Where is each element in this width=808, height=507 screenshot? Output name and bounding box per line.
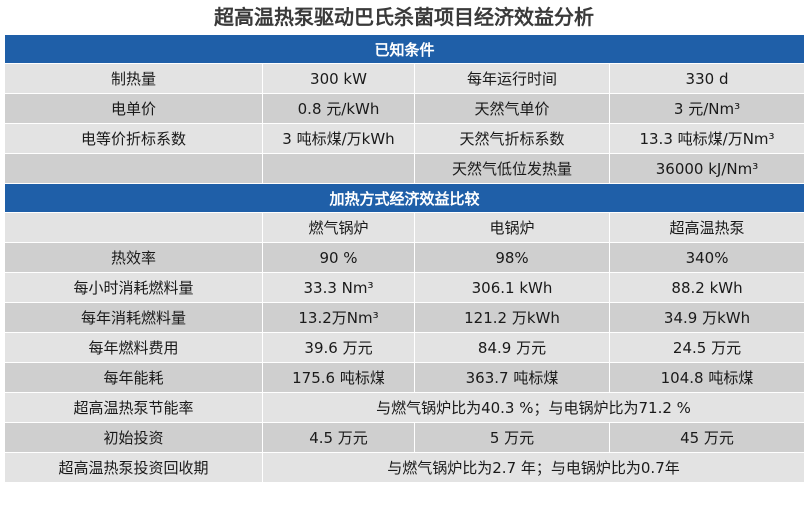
analysis-table-container: 已知条件 制热量 300 kW 每年运行时间 330 d 电单价 0.8 元/k… (3, 34, 806, 483)
cell: 4.5 万元 (262, 422, 415, 453)
cell: 39.6 万元 (262, 332, 415, 363)
cell: 3 元/Nm³ (608, 93, 806, 124)
cell: 104.8 吨标煤 (608, 362, 806, 393)
cell: 超高温热泵节能率 (4, 392, 263, 423)
cell: 13.3 吨标煤/万Nm³ (608, 123, 806, 154)
cell: 84.9 万元 (414, 332, 610, 363)
table-row: 超高温热泵投资回收期 与燃气锅炉比为2.7 年；与电锅炉比为0.7年 (4, 452, 806, 483)
table-row: 初始投资 4.5 万元 5 万元 45 万元 (4, 422, 806, 453)
table-row: 天然气低位发热量 36000 kJ/Nm³ (4, 153, 806, 184)
cell: 300 kW (262, 63, 415, 94)
cell: 天然气折标系数 (414, 123, 610, 154)
cell: 33.3 Nm³ (262, 272, 415, 303)
cell: 3 吨标煤/万kWh (262, 123, 415, 154)
cell: 天然气低位发热量 (414, 153, 610, 184)
cell: 340% (608, 242, 806, 273)
table-row: 每年燃料费用 39.6 万元 84.9 万元 24.5 万元 (4, 332, 806, 363)
cell: 天然气单价 (414, 93, 610, 124)
cell (262, 153, 415, 184)
cell: 5 万元 (414, 422, 610, 453)
page-title: 超高温热泵驱动巴氏杀菌项目经济效益分析 (214, 5, 594, 29)
cell: 每年运行时间 (414, 63, 610, 94)
economic-analysis-table: 已知条件 制热量 300 kW 每年运行时间 330 d 电单价 0.8 元/k… (3, 34, 806, 483)
cell: 每年燃料费用 (4, 332, 263, 363)
cell: 0.8 元/kWh (262, 93, 415, 124)
column-header: 电锅炉 (414, 212, 610, 243)
cell: 超高温热泵投资回收期 (4, 452, 263, 483)
column-header (4, 212, 263, 243)
cell: 90 % (262, 242, 415, 273)
cell: 45 万元 (608, 422, 806, 453)
cell: 363.7 吨标煤 (414, 362, 610, 393)
cell: 306.1 kWh (414, 272, 610, 303)
cell: 36000 kJ/Nm³ (608, 153, 806, 184)
column-header: 超高温热泵 (608, 212, 806, 243)
table-row: 每小时消耗燃料量 33.3 Nm³ 306.1 kWh 88.2 kWh (4, 272, 806, 303)
table-row: 热效率 90 % 98% 340% (4, 242, 806, 273)
table-row: 每年消耗燃料量 13.2万Nm³ 121.2 万kWh 34.9 万kWh (4, 302, 806, 333)
table-row: 电等价折标系数 3 吨标煤/万kWh 天然气折标系数 13.3 吨标煤/万Nm³ (4, 123, 806, 154)
cell: 每年能耗 (4, 362, 263, 393)
cell: 制热量 (4, 63, 263, 94)
cell: 121.2 万kWh (414, 302, 610, 333)
table-row: 电单价 0.8 元/kWh 天然气单价 3 元/Nm³ (4, 93, 806, 124)
table-row: 制热量 300 kW 每年运行时间 330 d (4, 63, 806, 94)
cell (4, 153, 263, 184)
cell: 175.6 吨标煤 (262, 362, 415, 393)
column-header: 燃气锅炉 (262, 212, 415, 243)
known-conditions-header: 已知条件 (3, 34, 806, 64)
merged-cell: 与燃气锅炉比为40.3 %；与电锅炉比为71.2 % (261, 392, 806, 423)
table-row: 超高温热泵节能率 与燃气锅炉比为40.3 %；与电锅炉比为71.2 % (4, 392, 806, 423)
cell: 88.2 kWh (608, 272, 806, 303)
cell: 34.9 万kWh (608, 302, 806, 333)
cell: 24.5 万元 (608, 332, 806, 363)
table-row: 每年能耗 175.6 吨标煤 363.7 吨标煤 104.8 吨标煤 (4, 362, 806, 393)
cell: 每年消耗燃料量 (4, 302, 263, 333)
cell: 电单价 (4, 93, 263, 124)
merged-cell: 与燃气锅炉比为2.7 年；与电锅炉比为0.7年 (261, 452, 806, 483)
cell: 热效率 (4, 242, 263, 273)
cell: 98% (414, 242, 610, 273)
comparison-header: 加热方式经济效益比较 (3, 183, 806, 213)
cell: 电等价折标系数 (4, 123, 263, 154)
column-header-row: 燃气锅炉 电锅炉 超高温热泵 (4, 212, 806, 243)
cell: 每小时消耗燃料量 (4, 272, 263, 303)
cell: 初始投资 (4, 422, 263, 453)
cell: 13.2万Nm³ (262, 302, 415, 333)
cell: 330 d (608, 63, 806, 94)
